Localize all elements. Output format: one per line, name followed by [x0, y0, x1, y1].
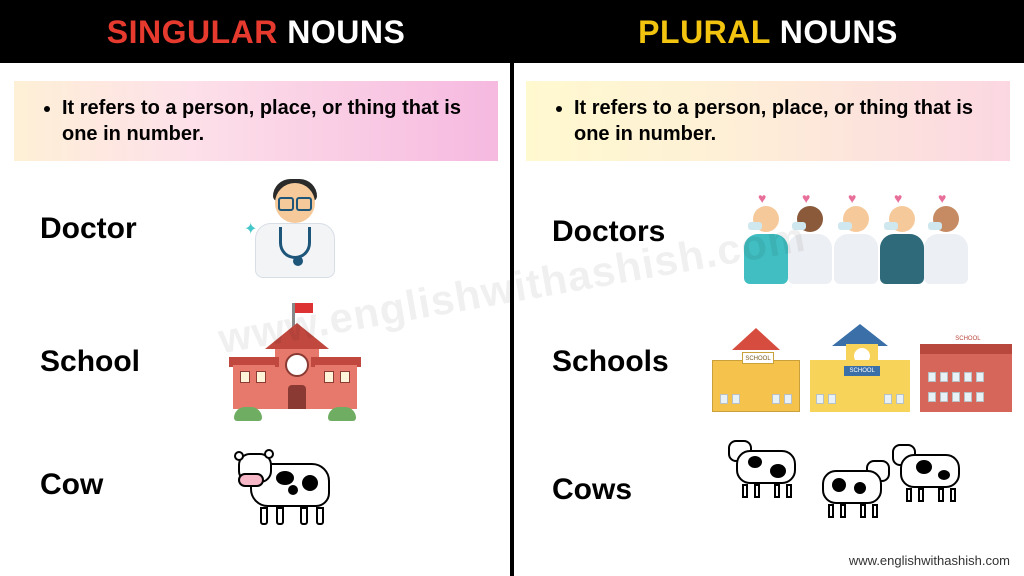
plural-definition-bar: It refers to a person, place, or thing t… [526, 81, 1010, 161]
cows-icon [732, 440, 1004, 540]
example-row-cow: Cow [40, 445, 492, 525]
example-label: Cow [40, 468, 190, 502]
singular-definition-text: It refers to a person, place, or thing t… [62, 95, 476, 147]
school-icon [220, 307, 492, 417]
doctors-icon: ♥ ♥ ♥ ♥ ♥ [732, 179, 1004, 284]
plural-column: PLURAL NOUNS It refers to a person, plac… [512, 0, 1024, 576]
schools-icon: SCHOOL SCHOOL SCHOOL [732, 312, 1012, 412]
plural-examples: Doctors ♥ ♥ ♥ ♥ ♥ Schools [512, 169, 1024, 576]
singular-accent-word: SINGULAR [107, 14, 278, 50]
doctor-icon: ✦ [220, 179, 492, 279]
example-row-cows: Cows [552, 440, 1004, 540]
credit-text: www.englishwithashish.com [849, 553, 1010, 568]
plural-header: PLURAL NOUNS [512, 0, 1024, 63]
singular-examples: Doctor ✦ School [0, 169, 512, 576]
example-label: Doctors [552, 215, 702, 249]
cow-icon [220, 445, 492, 525]
example-label: Schools [552, 345, 702, 379]
singular-header-rest: NOUNS [278, 14, 405, 50]
example-row-schools: Schools SCHOOL SCHOOL [552, 312, 1004, 412]
example-label: Cows [552, 473, 702, 507]
example-label: Doctor [40, 212, 190, 246]
singular-header: SINGULAR NOUNS [0, 0, 512, 63]
plural-accent-word: PLURAL [638, 14, 770, 50]
example-row-doctors: Doctors ♥ ♥ ♥ ♥ ♥ [552, 179, 1004, 284]
example-label: School [40, 345, 190, 379]
center-divider [510, 0, 514, 576]
example-row-doctor: Doctor ✦ [40, 179, 492, 279]
singular-definition-bar: It refers to a person, place, or thing t… [14, 81, 498, 161]
singular-column: SINGULAR NOUNS It refers to a person, pl… [0, 0, 512, 576]
plural-definition-text: It refers to a person, place, or thing t… [574, 95, 988, 147]
plural-header-rest: NOUNS [770, 14, 897, 50]
example-row-school: School [40, 307, 492, 417]
